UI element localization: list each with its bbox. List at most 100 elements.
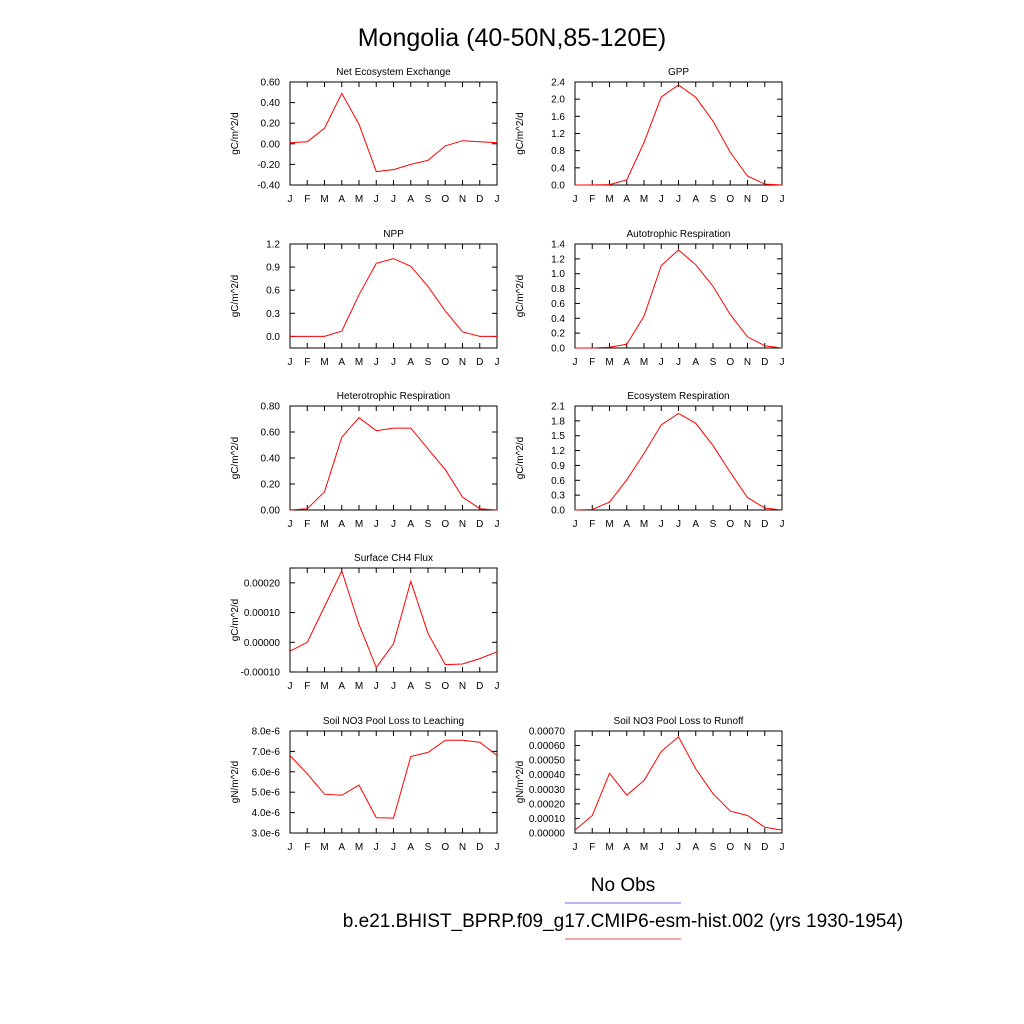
series-line [574, 736, 783, 831]
x-tick-label: F [304, 519, 310, 530]
y-tick-label: 0.00000 [244, 638, 281, 649]
y-tick-label: 0.3 [266, 309, 280, 320]
x-tick-label: O [441, 357, 449, 368]
x-tick-label: F [304, 357, 310, 368]
x-tick-label: M [355, 842, 363, 853]
x-tick-label: J [374, 194, 379, 205]
y-tick-label: 0.0 [551, 181, 565, 192]
x-tick-label: S [425, 842, 432, 853]
y-tick-label: 0.6 [266, 286, 280, 297]
x-tick-label: N [744, 194, 751, 205]
legend: No Obs b.e21.BHIST_BPRP.f09_g17.CMIP6-es… [343, 875, 903, 940]
x-tick-label: O [441, 519, 449, 530]
y-tick-label: 0.00 [261, 506, 281, 517]
series-line [289, 739, 498, 819]
y-tick-label: -0.00010 [241, 668, 281, 679]
x-tick-label: M [320, 194, 328, 205]
x-tick-label: A [623, 842, 630, 853]
x-tick-label: N [459, 357, 466, 368]
x-tick-label: J [659, 194, 664, 205]
y-tick-label: 0.9 [551, 461, 565, 472]
x-tick-label: D [761, 519, 768, 530]
x-tick-label: J [780, 842, 785, 853]
y-axis-label: gC/m^2/d [230, 275, 241, 318]
x-tick-label: S [425, 194, 432, 205]
x-tick-label: N [744, 357, 751, 368]
y-tick-label: 0.6 [551, 476, 565, 487]
x-tick-label: A [407, 357, 414, 368]
y-tick-label: 5.0e-6 [252, 788, 281, 799]
x-tick-label: A [692, 357, 699, 368]
x-tick-label: A [338, 357, 345, 368]
series-line [289, 417, 498, 511]
x-tick-label: M [355, 519, 363, 530]
x-tick-label: J [573, 357, 578, 368]
y-tick-label: 0.00070 [529, 727, 566, 738]
y-tick-label: 0.2 [551, 329, 565, 340]
x-tick-label: A [407, 519, 414, 530]
y-tick-label: 0.4 [551, 314, 565, 325]
x-tick-label: M [605, 194, 613, 205]
x-tick-label: F [589, 519, 595, 530]
x-tick-label: J [676, 194, 681, 205]
x-tick-label: N [459, 519, 466, 530]
y-tick-label: 0.00020 [244, 578, 281, 589]
y-tick-label: 0.00040 [529, 770, 566, 781]
y-tick-label: 0.8 [551, 284, 565, 295]
x-tick-label: F [589, 842, 595, 853]
x-tick-label: A [338, 842, 345, 853]
x-tick-label: M [320, 357, 328, 368]
x-tick-label: D [476, 519, 483, 530]
y-tick-label: 2.4 [551, 78, 565, 89]
x-tick-label: J [391, 842, 396, 853]
x-tick-label: N [744, 519, 751, 530]
x-tick-label: A [623, 519, 630, 530]
y-axis-label: gC/m^2/d [515, 437, 526, 480]
y-tick-label: 0.00010 [529, 814, 566, 825]
x-tick-label: A [692, 519, 699, 530]
x-tick-label: A [338, 194, 345, 205]
x-tick-label: M [355, 681, 363, 692]
x-tick-label: M [640, 842, 648, 853]
y-tick-label: 4.0e-6 [252, 808, 281, 819]
x-tick-label: N [459, 681, 466, 692]
plot-frame [289, 567, 498, 673]
x-tick-label: D [476, 842, 483, 853]
x-tick-label: M [640, 357, 648, 368]
x-tick-label: J [391, 194, 396, 205]
series-line [290, 258, 497, 337]
x-tick-label: S [710, 357, 717, 368]
x-tick-label: J [374, 842, 379, 853]
chart-title: Net Ecosystem Exchange [336, 67, 451, 78]
y-tick-label: 3.0e-6 [252, 829, 281, 840]
chart-title: GPP [668, 67, 689, 78]
x-tick-label: F [304, 194, 310, 205]
x-tick-label: M [605, 519, 613, 530]
x-tick-label: J [676, 357, 681, 368]
x-tick-label: F [589, 194, 595, 205]
y-axis-label: gN/m^2/d [230, 761, 241, 804]
y-tick-label: 1.2 [551, 129, 565, 140]
x-tick-label: J [374, 681, 379, 692]
x-tick-label: S [425, 681, 432, 692]
x-tick-label: M [320, 519, 328, 530]
y-tick-label: 0.00010 [244, 608, 281, 619]
y-tick-label: 0.60 [261, 78, 281, 89]
x-tick-label: J [659, 357, 664, 368]
x-tick-label: J [391, 519, 396, 530]
x-tick-label: D [761, 842, 768, 853]
x-tick-label: J [780, 357, 785, 368]
x-tick-label: O [441, 681, 449, 692]
y-tick-label: 8.0e-6 [252, 727, 281, 738]
y-tick-label: 0.3 [551, 491, 565, 502]
series-line [575, 249, 783, 349]
y-tick-label: 2.1 [551, 402, 565, 413]
x-tick-label: A [623, 194, 630, 205]
x-tick-label: J [573, 194, 578, 205]
x-tick-label: N [459, 194, 466, 205]
